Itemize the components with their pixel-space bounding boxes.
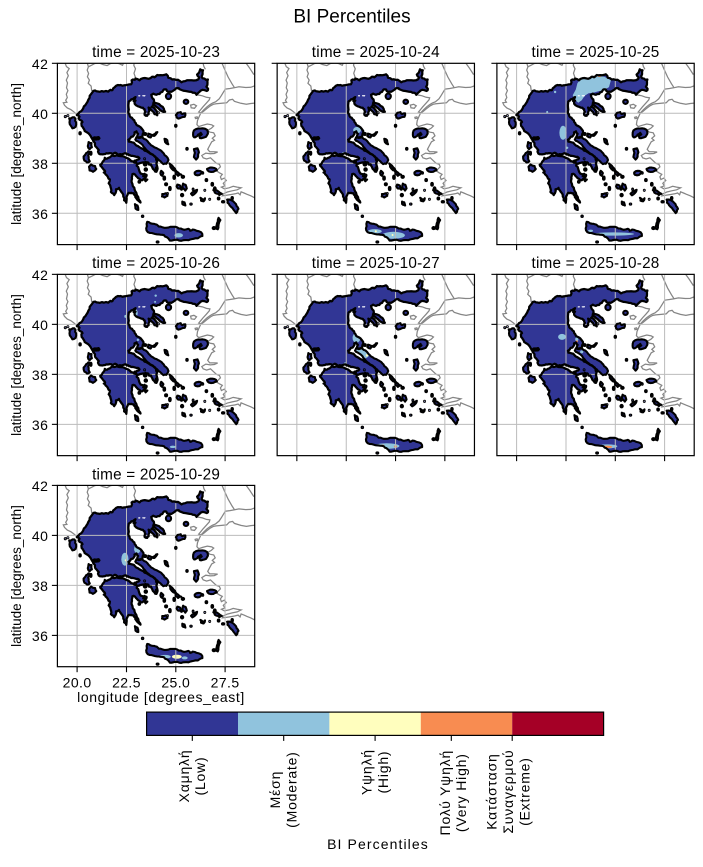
- svg-text:Συναγερμού: Συναγερμού: [500, 750, 516, 834]
- svg-text:latitude [degrees_north]: latitude [degrees_north]: [9, 83, 24, 225]
- svg-text:latitude [degrees_north]: latitude [degrees_north]: [9, 505, 24, 647]
- svg-text:40: 40: [32, 106, 49, 122]
- svg-text:Υψηλή: Υψηλή: [359, 749, 375, 795]
- svg-text:Πολύ Υψηλή: Πολύ Υψηλή: [437, 750, 453, 835]
- svg-text:(Low): (Low): [192, 756, 208, 795]
- svg-text:time = 2025-10-29: time = 2025-10-29: [92, 466, 220, 483]
- svg-text:42: 42: [32, 478, 49, 494]
- svg-text:Χαμηλή: Χαμηλή: [176, 750, 192, 803]
- svg-text:38: 38: [32, 578, 49, 594]
- svg-text:22.5: 22.5: [112, 674, 141, 690]
- svg-text:BI Percentiles: BI Percentiles: [327, 836, 429, 852]
- svg-text:40: 40: [32, 317, 49, 333]
- svg-text:27.5: 27.5: [211, 674, 240, 690]
- svg-text:BI Percentiles: BI Percentiles: [293, 7, 410, 28]
- svg-text:(Extreme): (Extreme): [516, 757, 532, 826]
- svg-text:42: 42: [32, 56, 49, 72]
- svg-text:time = 2025-10-26: time = 2025-10-26: [92, 255, 220, 272]
- svg-text:40: 40: [32, 528, 49, 544]
- svg-text:36: 36: [32, 628, 49, 644]
- svg-text:time = 2025-10-28: time = 2025-10-28: [532, 255, 660, 272]
- svg-text:(High): (High): [375, 751, 391, 794]
- svg-text:(Moderate): (Moderate): [284, 751, 300, 827]
- svg-text:latitude [degrees_north]: latitude [degrees_north]: [9, 294, 24, 436]
- svg-text:25.0: 25.0: [161, 674, 190, 690]
- svg-text:36: 36: [32, 206, 49, 222]
- svg-text:(Very High): (Very High): [453, 753, 469, 832]
- svg-text:38: 38: [32, 367, 49, 383]
- svg-text:20.0: 20.0: [63, 674, 92, 690]
- svg-text:longitude [degrees_east]: longitude [degrees_east]: [77, 689, 245, 705]
- svg-text:time = 2025-10-27: time = 2025-10-27: [312, 255, 440, 272]
- svg-text:time = 2025-10-24: time = 2025-10-24: [312, 44, 440, 61]
- svg-text:38: 38: [32, 156, 49, 172]
- svg-text:time = 2025-10-23: time = 2025-10-23: [92, 44, 220, 61]
- svg-text:36: 36: [32, 417, 49, 433]
- svg-text:Κατάσταση: Κατάσταση: [483, 753, 499, 829]
- svg-text:Μέση: Μέση: [267, 771, 283, 809]
- svg-text:time = 2025-10-25: time = 2025-10-25: [532, 44, 660, 61]
- svg-text:42: 42: [32, 267, 49, 283]
